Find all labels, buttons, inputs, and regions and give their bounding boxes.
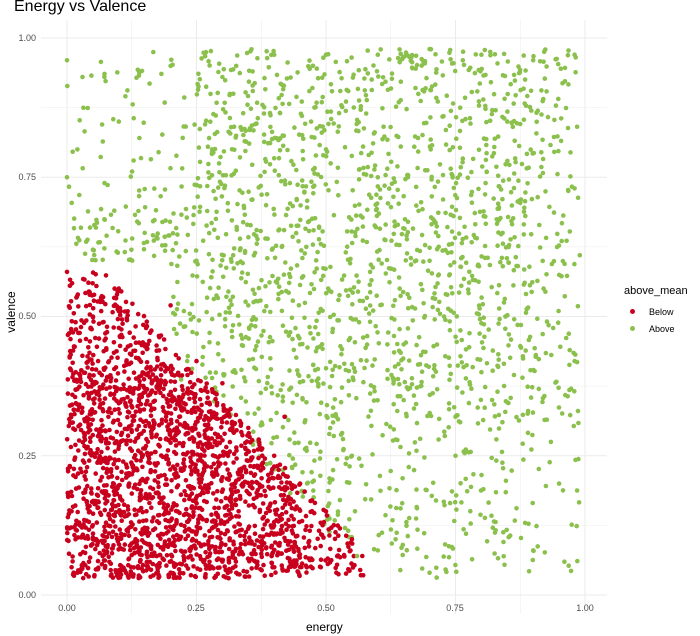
chart-title: Energy vs Valence <box>14 0 147 15</box>
y-axis-label: valence <box>4 291 18 333</box>
x-tick-label: 0.75 <box>446 603 464 613</box>
legend-label: Below <box>649 306 674 317</box>
x-tick-label: 0.50 <box>317 603 335 613</box>
legend-title: above_mean <box>624 285 688 297</box>
y-tick-label: 0.75 <box>18 172 36 182</box>
data-points <box>64 46 583 581</box>
x-tick-label: 1.00 <box>576 603 594 613</box>
below-dot-icon <box>630 309 635 314</box>
legend-label: Above <box>649 323 675 334</box>
y-tick-label: 0.25 <box>18 451 36 461</box>
legend-item-above: Above <box>624 320 688 337</box>
x-axis-label: energy <box>306 620 343 634</box>
y-tick-label: 1.00 <box>18 33 36 43</box>
y-tick-label: 0.00 <box>18 590 36 600</box>
above-dot-icon <box>630 326 635 331</box>
legend-item-below: Below <box>624 303 688 320</box>
x-tick-label: 0.25 <box>187 603 205 613</box>
x-tick-label: 0.00 <box>58 603 76 613</box>
legend: above_mean Below Above <box>624 285 688 337</box>
y-tick-label: 0.50 <box>18 311 36 321</box>
